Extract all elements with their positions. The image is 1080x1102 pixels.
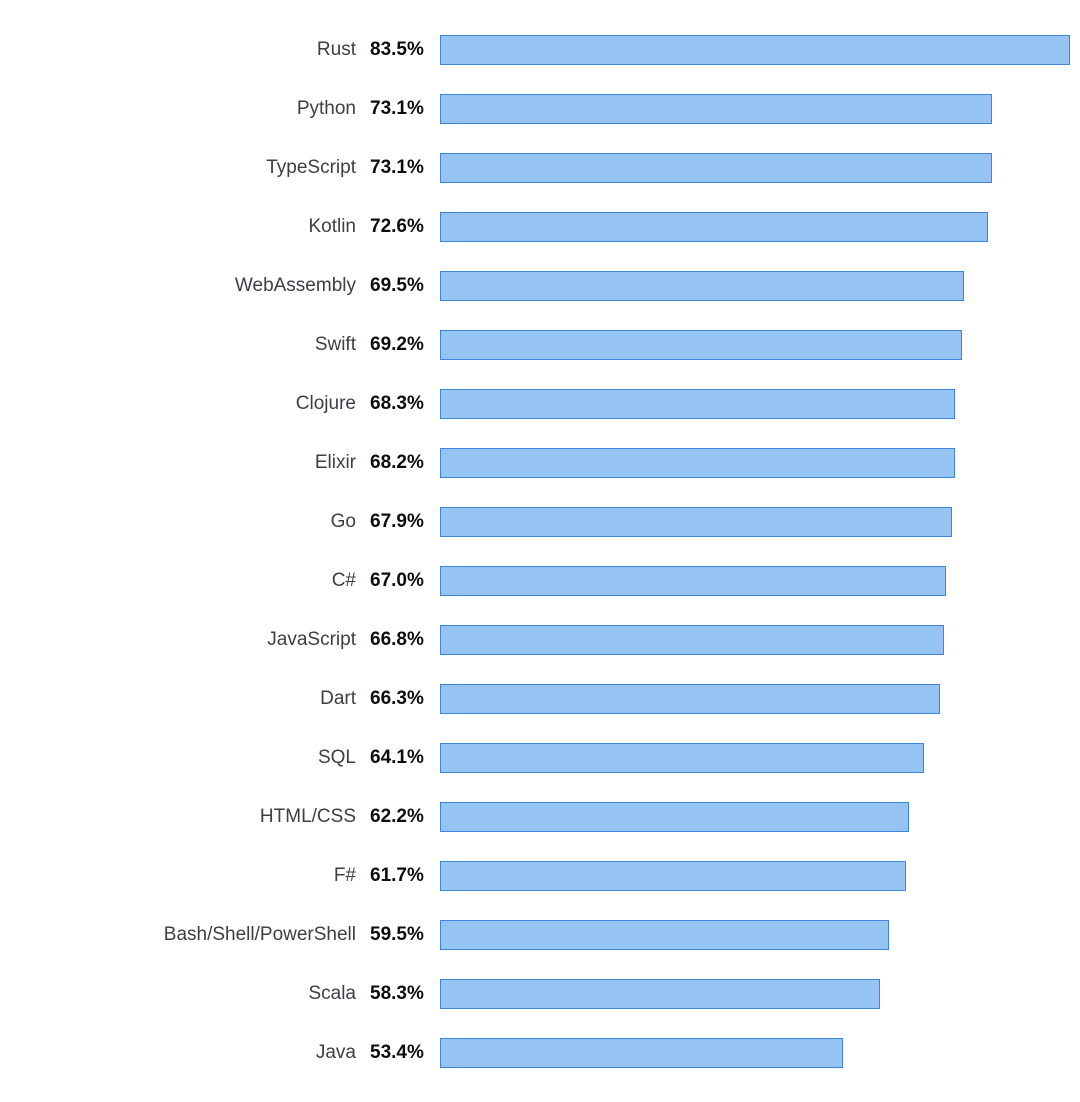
bar-track	[440, 389, 1080, 419]
row-value: 69.2%	[370, 334, 440, 356]
chart-row: JavaScript66.8%	[0, 610, 1080, 669]
chart-row: Scala58.3%	[0, 964, 1080, 1023]
row-label: Java	[0, 1042, 370, 1064]
chart-row: Swift69.2%	[0, 315, 1080, 374]
row-value: 67.0%	[370, 570, 440, 592]
bar	[440, 212, 988, 242]
chart-row: HTML/CSS62.2%	[0, 787, 1080, 846]
row-value: 53.4%	[370, 1042, 440, 1064]
row-label: F#	[0, 865, 370, 887]
chart-row: Kotlin72.6%	[0, 197, 1080, 256]
bar-track	[440, 684, 1080, 714]
bar	[440, 330, 962, 360]
bar-track	[440, 625, 1080, 655]
row-label: Clojure	[0, 393, 370, 415]
bar	[440, 507, 952, 537]
bar	[440, 802, 909, 832]
bar-track	[440, 35, 1080, 65]
chart-row: TypeScript73.1%	[0, 138, 1080, 197]
bar-track	[440, 861, 1080, 891]
bar-track	[440, 802, 1080, 832]
chart-row: Bash/Shell/PowerShell59.5%	[0, 905, 1080, 964]
bar	[440, 861, 906, 891]
bar	[440, 1038, 843, 1068]
chart-row: SQL64.1%	[0, 728, 1080, 787]
row-value: 66.8%	[370, 629, 440, 651]
bar-track	[440, 566, 1080, 596]
chart-row: Rust83.5%	[0, 20, 1080, 79]
row-label: Python	[0, 98, 370, 120]
row-label: Rust	[0, 39, 370, 61]
bar-track	[440, 979, 1080, 1009]
row-value: 58.3%	[370, 983, 440, 1005]
chart-row: Clojure68.3%	[0, 374, 1080, 433]
row-label: WebAssembly	[0, 275, 370, 297]
bar	[440, 979, 880, 1009]
bar-track	[440, 1038, 1080, 1068]
row-value: 62.2%	[370, 806, 440, 828]
row-label: Elixir	[0, 452, 370, 474]
chart-row: Java53.4%	[0, 1023, 1080, 1082]
bar	[440, 271, 964, 301]
row-label: Kotlin	[0, 216, 370, 238]
row-value: 73.1%	[370, 157, 440, 179]
bar-track	[440, 271, 1080, 301]
row-value: 72.6%	[370, 216, 440, 238]
bar-track	[440, 448, 1080, 478]
row-value: 66.3%	[370, 688, 440, 710]
row-value: 67.9%	[370, 511, 440, 533]
bar	[440, 625, 944, 655]
chart-row: C#67.0%	[0, 551, 1080, 610]
chart-row: Go67.9%	[0, 492, 1080, 551]
bar-track	[440, 330, 1080, 360]
bar-track	[440, 212, 1080, 242]
row-label: TypeScript	[0, 157, 370, 179]
bar	[440, 35, 1070, 65]
row-value: 59.5%	[370, 924, 440, 946]
chart-row: Elixir68.2%	[0, 433, 1080, 492]
bar	[440, 566, 946, 596]
bar	[440, 684, 940, 714]
row-label: Go	[0, 511, 370, 533]
row-label: Dart	[0, 688, 370, 710]
row-label: JavaScript	[0, 629, 370, 651]
bar	[440, 153, 992, 183]
row-label: SQL	[0, 747, 370, 769]
row-label: C#	[0, 570, 370, 592]
language-popularity-chart: Rust83.5%Python73.1%TypeScript73.1%Kotli…	[0, 20, 1080, 1082]
bar	[440, 743, 924, 773]
row-label: HTML/CSS	[0, 806, 370, 828]
bar	[440, 920, 889, 950]
row-value: 83.5%	[370, 39, 440, 61]
bar-track	[440, 94, 1080, 124]
chart-row: WebAssembly69.5%	[0, 256, 1080, 315]
row-value: 69.5%	[370, 275, 440, 297]
bar-track	[440, 743, 1080, 773]
bar-track	[440, 153, 1080, 183]
row-value: 68.2%	[370, 452, 440, 474]
row-value: 73.1%	[370, 98, 440, 120]
row-label: Scala	[0, 983, 370, 1005]
row-label: Bash/Shell/PowerShell	[0, 924, 370, 946]
row-value: 64.1%	[370, 747, 440, 769]
row-value: 61.7%	[370, 865, 440, 887]
bar-track	[440, 920, 1080, 950]
chart-row: F#61.7%	[0, 846, 1080, 905]
chart-row: Python73.1%	[0, 79, 1080, 138]
bar-track	[440, 507, 1080, 537]
bar	[440, 389, 955, 419]
row-value: 68.3%	[370, 393, 440, 415]
chart-row: Dart66.3%	[0, 669, 1080, 728]
bar	[440, 94, 992, 124]
bar	[440, 448, 955, 478]
row-label: Swift	[0, 334, 370, 356]
